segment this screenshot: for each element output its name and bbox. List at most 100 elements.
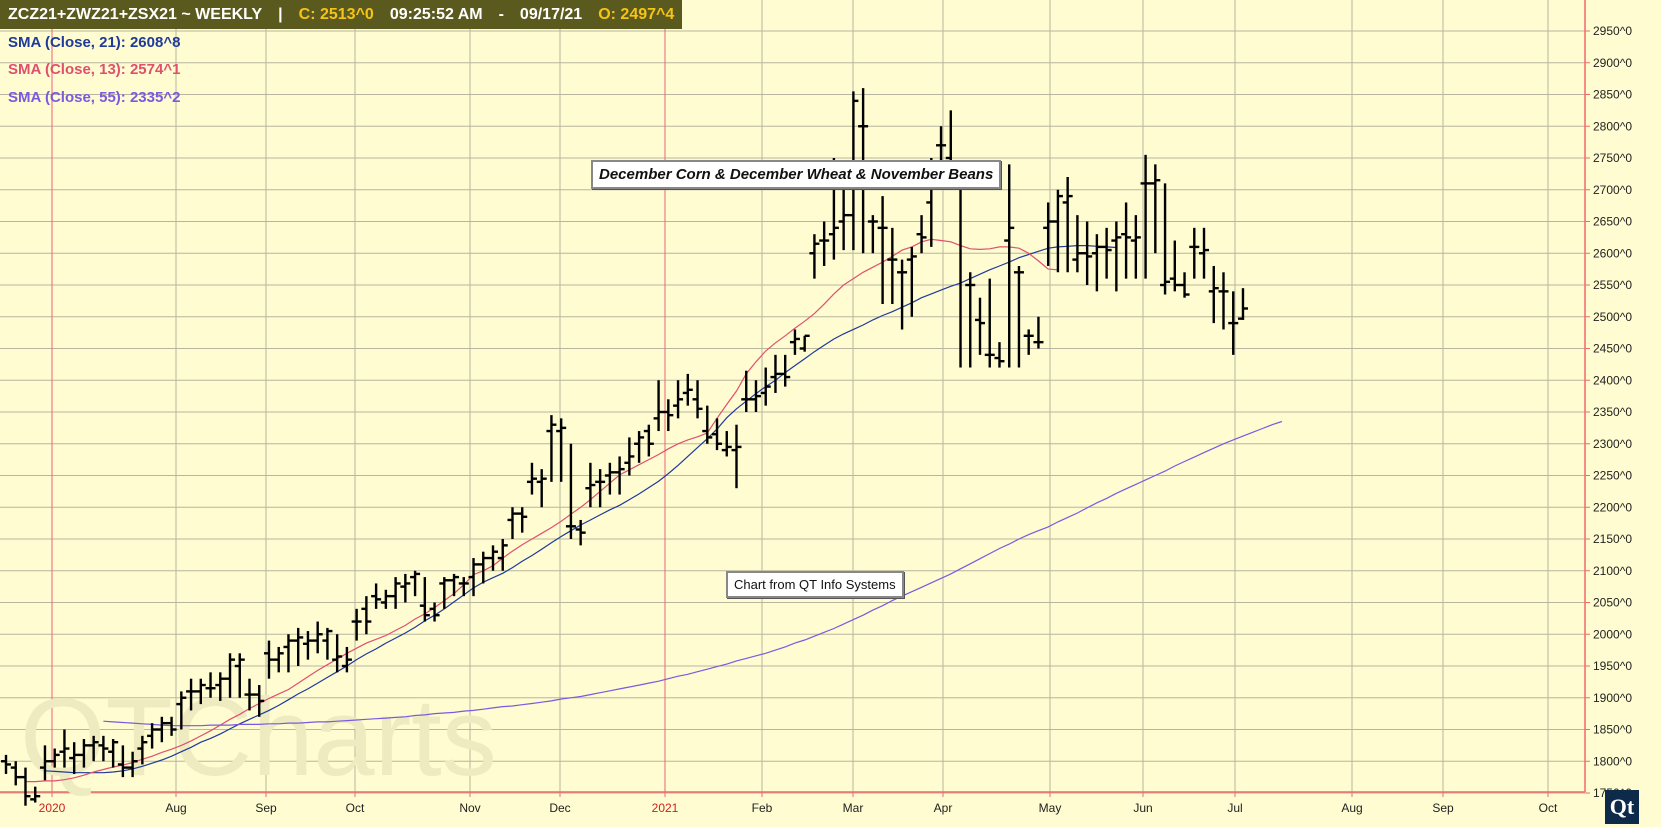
y-tick-label: 2650^0: [1593, 215, 1632, 229]
ohlc-bar: [585, 462, 596, 508]
ohlc-bar: [546, 415, 557, 482]
ohlc-bar: [1121, 202, 1132, 279]
x-tick-label: Feb: [752, 801, 773, 815]
y-axis: 1750^01800^01850^01900^01950^02000^02050…: [1585, 24, 1632, 800]
x-tick-label: May: [1039, 801, 1062, 815]
sma-55-label: SMA (Close, 55): 2335^2: [8, 89, 181, 106]
ohlc-bar: [69, 742, 80, 774]
ohlc-bar: [809, 234, 820, 279]
x-tick-label: Aug: [1341, 801, 1362, 815]
ohlc-bar: [10, 761, 21, 786]
ohlc-bar: [1082, 221, 1093, 285]
ohlc-bar: [1, 754, 11, 774]
y-tick-label: 2550^0: [1593, 278, 1632, 292]
chart-title-annotation: December Corn & December Wheat & Novembe…: [591, 160, 1002, 189]
source-annotation: Chart from QT Info Systems: [726, 571, 904, 598]
ohlc-bar: [507, 507, 518, 539]
ohlc-bar: [293, 627, 304, 666]
ohlc-bar: [215, 672, 226, 701]
ohlc-bar: [595, 469, 606, 508]
ohlc-bar: [20, 767, 31, 806]
ohlc-bar: [663, 399, 674, 432]
ohlc-bar: [488, 545, 498, 571]
ohlc-bar: [750, 380, 761, 412]
ohlc-bar: [322, 627, 333, 660]
ohlc-bar: [1052, 189, 1063, 273]
ohlc-bar: [975, 297, 985, 355]
ohlc-bar: [653, 380, 664, 432]
sma-line: [25, 238, 1058, 783]
ohlc-bar: [1062, 177, 1073, 273]
ohlc-bar: [556, 418, 567, 482]
ohlc-bar: [1033, 316, 1044, 349]
ohlc-bar: [137, 735, 148, 765]
ohlc-bar: [877, 196, 888, 305]
y-tick-label: 1800^0: [1593, 754, 1632, 768]
ohlc-bar: [770, 354, 781, 393]
y-tick-label: 2100^0: [1593, 564, 1632, 578]
y-tick-label: 2900^0: [1593, 56, 1632, 70]
ohlc-bar: [98, 735, 109, 762]
ohlc-bar: [1228, 291, 1239, 355]
y-tick-label: 2300^0: [1593, 437, 1632, 451]
sma-21-label: SMA (Close, 21): 2608^8: [8, 34, 181, 51]
chart-header: ZCZ21+ZWZ21+ZSX21 ~ WEEKLY | C: 2513^0 0…: [0, 0, 683, 29]
ohlc-bar: [984, 278, 995, 368]
ohlc-bar: [536, 469, 547, 508]
ohlc-bar: [906, 246, 917, 317]
ohlc-bar: [108, 739, 119, 768]
y-tick-label: 1850^0: [1593, 723, 1632, 737]
ohlc-bar: [624, 437, 635, 476]
ohlc-bar: [799, 334, 810, 352]
y-tick-label: 2850^0: [1593, 88, 1632, 102]
ohlc-bar: [497, 539, 508, 571]
x-tick-label: Dec: [549, 801, 570, 815]
ohlc-bar: [1237, 288, 1248, 320]
y-tick-label: 2700^0: [1593, 183, 1632, 197]
ohlc-bar: [429, 602, 440, 622]
ohlc-bar: [760, 367, 771, 406]
y-tick-label: 2500^0: [1593, 310, 1632, 324]
x-tick-label: Aug: [165, 801, 186, 815]
ohlc-bar: [712, 418, 723, 451]
ohlc-bar: [1130, 215, 1141, 279]
ohlc-bar: [526, 462, 537, 495]
ohlc-bar: [1150, 164, 1161, 254]
x-tick-label: Mar: [843, 801, 864, 815]
y-tick-label: 2400^0: [1593, 373, 1632, 387]
ohlc-bar: [39, 745, 50, 781]
x-tick-label: Sep: [1432, 801, 1454, 815]
x-tick-label: Nov: [459, 801, 480, 815]
ohlc-bar: [332, 634, 343, 673]
ohlc-bar: [439, 577, 450, 609]
ohlc-bar: [1199, 227, 1210, 279]
open-value: O: 2497^4: [598, 5, 675, 23]
x-tick-label: Oct: [1539, 801, 1558, 815]
ohlc-bar: [254, 685, 265, 717]
y-tick-label: 2750^0: [1593, 151, 1632, 165]
y-tick-label: 1950^0: [1593, 659, 1632, 673]
ohlc-bar: [1013, 265, 1024, 368]
ohlc-bar: [1208, 265, 1219, 324]
ohlc-bar: [604, 462, 615, 495]
ohlc-bar: [1140, 154, 1151, 279]
y-tick-label: 1900^0: [1593, 691, 1632, 705]
ohlc-bar: [166, 716, 177, 736]
ohlc-bar: [789, 329, 800, 355]
grid-lines: [0, 0, 1586, 794]
symbol-label: ZCZ21+ZWZ21+ZSX21 ~ WEEKLY: [8, 5, 263, 23]
ohlc-bar: [1004, 164, 1015, 368]
ohlc-bar: [127, 751, 138, 778]
ohlc-bar: [468, 558, 479, 597]
ohlc-bar: [634, 431, 645, 463]
ohlc-bar: [887, 227, 898, 305]
ohlc-bar: [371, 583, 382, 609]
ohlc-bar: [575, 519, 586, 546]
sma-13-label: SMA (Close, 13): 2574^1: [8, 61, 181, 78]
y-tick-label: 2000^0: [1593, 627, 1632, 641]
y-tick-label: 2950^0: [1593, 24, 1632, 38]
ohlc-bar: [302, 631, 313, 660]
ohlc-bar: [994, 342, 1005, 368]
ohlc-bar: [1160, 183, 1171, 295]
ohlc-bar: [117, 745, 128, 778]
